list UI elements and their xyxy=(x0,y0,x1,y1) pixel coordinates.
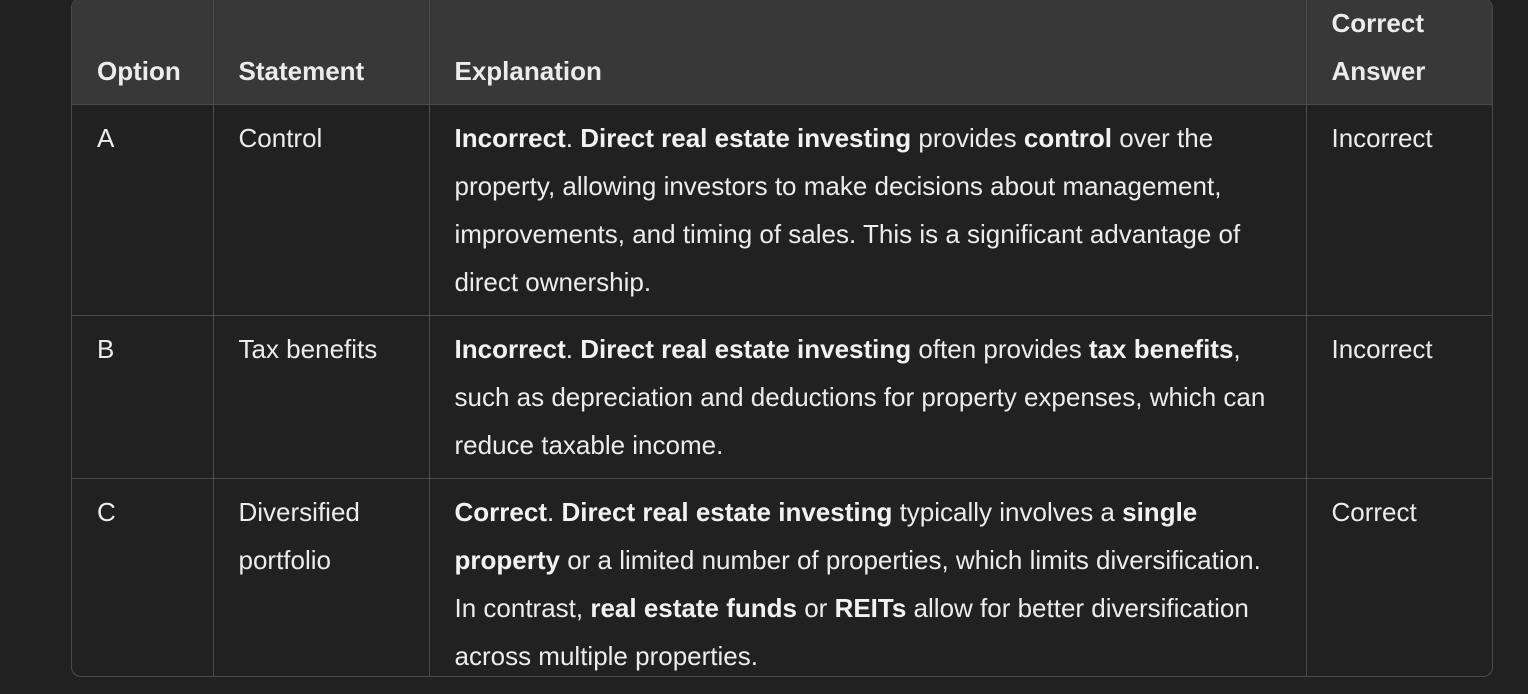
explanation-text: often provides xyxy=(911,334,1089,364)
subject-term: Direct real estate investing xyxy=(580,334,912,364)
key-term: single property xyxy=(454,497,1198,575)
cell-explanation: Incorrect. Direct real estate investing … xyxy=(429,315,1307,479)
table-header: Option Statement Explanation Correct Answ… xyxy=(72,0,1492,105)
header-correct-answer-line2: Answer xyxy=(1331,56,1426,86)
explanation-text: typically involves a xyxy=(892,497,1123,527)
subject-term: Direct real estate investing xyxy=(561,497,893,527)
header-correct-answer: Correct Answer xyxy=(1306,0,1492,105)
header-statement: Statement xyxy=(213,0,430,105)
cell-answer: Incorrect xyxy=(1306,315,1492,479)
cell-statement: Tax benefits xyxy=(213,315,430,479)
cell-statement: Control xyxy=(213,104,430,316)
table-row-c: C Diversified portfolio Correct. Direct … xyxy=(72,478,1492,676)
cell-answer: Correct xyxy=(1331,497,1417,527)
cell-option: A xyxy=(72,104,214,316)
cell-answer: Incorrect xyxy=(1306,104,1492,316)
key-term: REITs xyxy=(834,593,907,623)
cell-option: C xyxy=(72,478,214,676)
verdict-text: Correct xyxy=(454,497,547,527)
header-option: Option xyxy=(72,0,214,105)
cell-explanation: Correct. Direct real estate investing ty… xyxy=(429,478,1307,676)
explanation-text: . xyxy=(546,497,562,527)
verdict-text: Incorrect xyxy=(454,123,566,153)
explanation-text: or a limited number of properties, which… xyxy=(454,545,1261,623)
table-row-a: A Control Incorrect. Direct real estate … xyxy=(72,104,1492,316)
table-body: A Control Incorrect. Direct real estate … xyxy=(72,104,1492,676)
explanation-text: or xyxy=(796,593,835,623)
explanation-text: . xyxy=(565,123,581,153)
cell-statement: Diversified portfolio xyxy=(213,478,430,676)
key-term: tax benefits xyxy=(1088,334,1234,364)
explanation-text: allow for better diversification across … xyxy=(454,593,1249,671)
header-row: Option Statement Explanation Correct Answ… xyxy=(72,0,1492,105)
explanation-text: provides xyxy=(911,123,1024,153)
verdict-text: Incorrect xyxy=(454,334,566,364)
cell-option: B xyxy=(72,315,214,479)
explanation-text: over the property, allowing investors to… xyxy=(454,123,1241,297)
key-term: control xyxy=(1023,123,1112,153)
answer-table-container: Option Statement Explanation Correct Answ… xyxy=(71,0,1493,677)
header-correct-answer-line1: Correct xyxy=(1331,8,1424,38)
subject-term: Direct real estate investing xyxy=(580,123,912,153)
answer-table: Option Statement Explanation Correct Answ… xyxy=(72,0,1492,676)
table-row-b: B Tax benefits Incorrect. Direct real es… xyxy=(72,315,1492,479)
cell-explanation: Incorrect. Direct real estate investing … xyxy=(429,104,1307,316)
explanation-text: , such as depreciation and deductions fo… xyxy=(454,334,1266,460)
key-term: real estate funds xyxy=(590,593,797,623)
header-explanation: Explanation xyxy=(429,0,1307,105)
explanation-text: . xyxy=(565,334,581,364)
